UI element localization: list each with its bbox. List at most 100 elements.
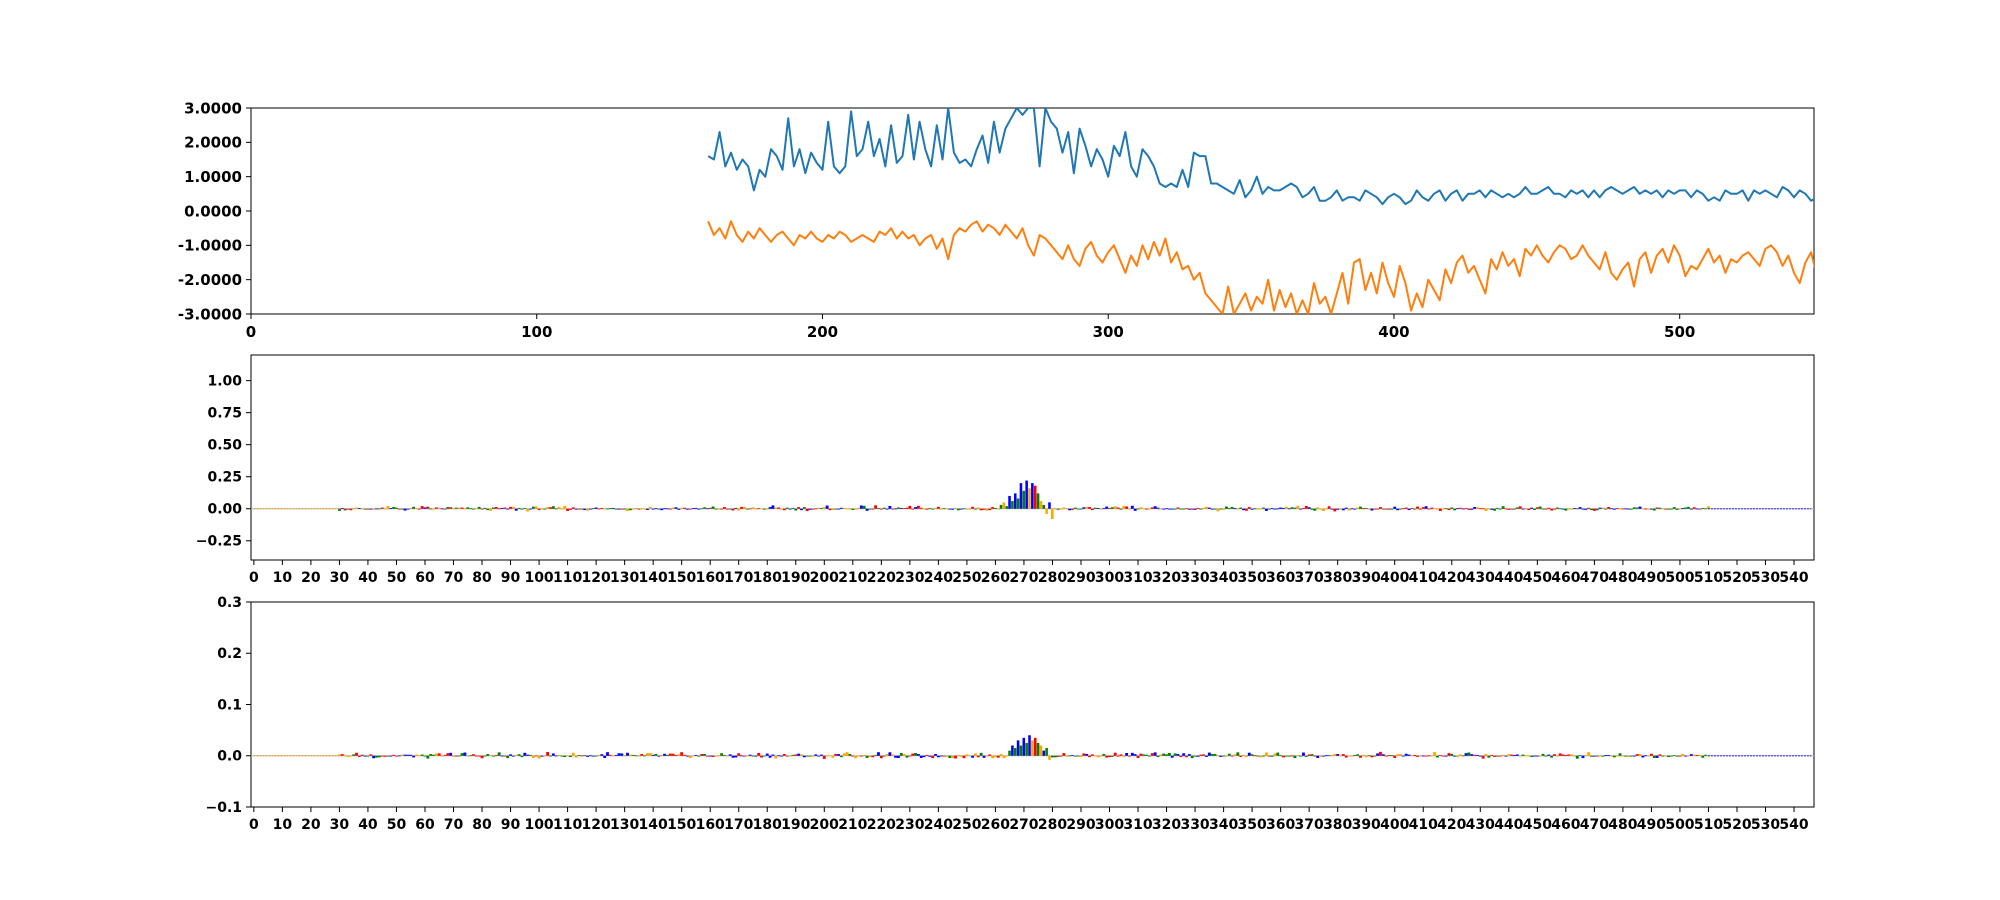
noise-bar — [782, 508, 786, 511]
noise-bar — [523, 508, 527, 509]
noise-bar — [979, 508, 983, 511]
noise-bar — [871, 508, 875, 510]
noise-bar — [899, 752, 903, 756]
noise-bar — [1159, 508, 1163, 510]
noise-bar — [415, 508, 418, 509]
noise-bar — [1621, 755, 1625, 757]
attribution-bar — [1033, 737, 1037, 756]
noise-bar — [494, 755, 498, 756]
noise-bar — [654, 508, 658, 510]
noise-bar — [1273, 508, 1277, 510]
noise-bar — [1290, 507, 1294, 509]
noise-bar — [546, 506, 550, 509]
noise-bar — [1293, 755, 1297, 759]
noise-bar — [788, 755, 792, 757]
noise-bar — [817, 755, 821, 757]
noise-bar — [517, 507, 521, 509]
noise-bar — [1450, 753, 1454, 756]
noise-bar — [1558, 508, 1562, 510]
noise-bar — [509, 506, 512, 509]
noise-bar — [1592, 755, 1596, 757]
noise-bar — [774, 755, 778, 759]
noise-bar — [1053, 755, 1057, 758]
noise-bar — [366, 508, 370, 510]
noise-bar — [731, 755, 735, 758]
noise-bar — [791, 507, 795, 509]
noise-bar — [1356, 507, 1360, 509]
noise-bar — [954, 755, 957, 759]
attribution-bar — [1048, 755, 1051, 760]
noise-bar — [1638, 506, 1642, 509]
noise-bar — [1624, 508, 1628, 510]
noise-bar — [1630, 755, 1633, 757]
noise-bar — [449, 752, 453, 756]
x-tick-label: 510 — [1694, 817, 1723, 833]
noise-bar — [554, 755, 558, 757]
noise-bar — [446, 507, 450, 509]
noise-bar — [1347, 755, 1351, 757]
noise-bar — [1501, 754, 1505, 756]
noise-bar — [412, 755, 416, 758]
noise-bar — [948, 508, 952, 510]
noise-bar — [822, 755, 826, 759]
noise-bar — [1461, 755, 1465, 757]
noise-bar — [611, 507, 615, 509]
series-line-upper — [707, 108, 1814, 206]
noise-bar — [1553, 508, 1556, 510]
x-tick-label: 130 — [610, 817, 639, 833]
noise-bar — [1130, 752, 1134, 756]
noise-bar — [1250, 754, 1254, 756]
noise-bar — [1547, 754, 1551, 756]
noise-bar — [1179, 755, 1183, 758]
noise-bar — [1196, 507, 1200, 509]
noise-bar — [663, 508, 666, 510]
noise-bar — [1507, 508, 1511, 510]
noise-bar — [908, 755, 912, 757]
noise-bar — [931, 755, 935, 759]
noise-bar — [1678, 755, 1682, 757]
x-tick-label: 30 — [330, 570, 350, 586]
noise-bar — [782, 753, 786, 756]
noise-bar — [506, 755, 510, 759]
noise-bar — [1239, 755, 1243, 757]
noise-bar — [1273, 753, 1277, 756]
noise-bar — [711, 506, 715, 509]
noise-bar — [1207, 752, 1211, 756]
noise-bar — [1279, 507, 1283, 509]
noise-bar — [1473, 506, 1477, 509]
noise-bar — [366, 755, 370, 757]
x-tick-label: 200 — [807, 323, 838, 341]
noise-bar — [1664, 755, 1668, 757]
panel-line-chart: 3.0000 2.0000 1.0000 0.0000 -1.0000 -2.0000 -3… — [178, 99, 1815, 341]
noise-bar — [1242, 754, 1245, 756]
noise-bar — [1073, 507, 1077, 509]
noise-bar — [634, 755, 638, 757]
noise-bar — [1567, 754, 1571, 756]
noise-bar — [1279, 755, 1283, 757]
noise-bar — [1253, 755, 1257, 757]
noise-bar — [1341, 754, 1345, 756]
noise-bar — [648, 507, 652, 509]
noise-bar — [406, 754, 410, 756]
noise-bar — [412, 506, 416, 509]
noise-bar — [1108, 755, 1111, 758]
noise-bar — [500, 755, 504, 757]
noise-bar — [685, 508, 689, 510]
x-tick-label: 30 — [330, 817, 350, 833]
noise-bar — [1364, 755, 1368, 758]
noise-bar — [1515, 507, 1519, 509]
noise-bar — [1572, 508, 1576, 510]
noise-bar — [1222, 508, 1226, 510]
noise-bar — [822, 507, 826, 509]
noise-bar — [965, 754, 969, 756]
y-tick-label: 0.50 — [207, 438, 242, 454]
y-tick-label: 0.75 — [207, 406, 242, 422]
noise-bar — [580, 508, 584, 510]
noise-bar — [976, 755, 980, 758]
noise-bar — [1430, 755, 1434, 757]
noise-bar — [1367, 508, 1371, 510]
noise-bar — [1390, 508, 1394, 510]
noise-bar — [916, 505, 920, 509]
noise-bar — [437, 753, 441, 756]
noise-bar — [617, 753, 621, 756]
